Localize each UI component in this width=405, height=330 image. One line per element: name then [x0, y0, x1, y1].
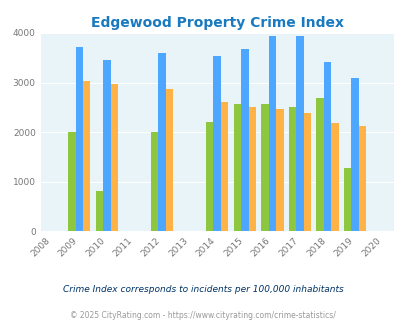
Bar — [323, 62, 330, 231]
Bar — [330, 123, 338, 231]
Bar — [75, 47, 83, 231]
Bar — [68, 132, 75, 231]
Bar — [110, 84, 118, 231]
Bar — [358, 126, 365, 231]
Bar — [241, 49, 248, 231]
Bar — [205, 122, 213, 231]
Bar — [213, 56, 220, 231]
Title: Edgewood Property Crime Index: Edgewood Property Crime Index — [90, 16, 343, 30]
Bar — [103, 60, 110, 231]
Bar — [275, 109, 283, 231]
Bar — [96, 191, 103, 231]
Bar — [220, 102, 228, 231]
Bar — [303, 113, 310, 231]
Bar — [151, 132, 158, 231]
Bar — [248, 107, 255, 231]
Bar — [296, 36, 303, 231]
Bar — [288, 107, 296, 231]
Bar — [351, 78, 358, 231]
Bar — [260, 104, 268, 231]
Bar — [343, 168, 351, 231]
Bar — [268, 36, 275, 231]
Text: Crime Index corresponds to incidents per 100,000 inhabitants: Crime Index corresponds to incidents per… — [62, 285, 343, 294]
Bar — [165, 89, 173, 231]
Text: © 2025 CityRating.com - https://www.cityrating.com/crime-statistics/: © 2025 CityRating.com - https://www.city… — [70, 312, 335, 320]
Bar — [158, 53, 165, 231]
Bar — [233, 104, 241, 231]
Bar — [315, 98, 323, 231]
Bar — [83, 81, 90, 231]
